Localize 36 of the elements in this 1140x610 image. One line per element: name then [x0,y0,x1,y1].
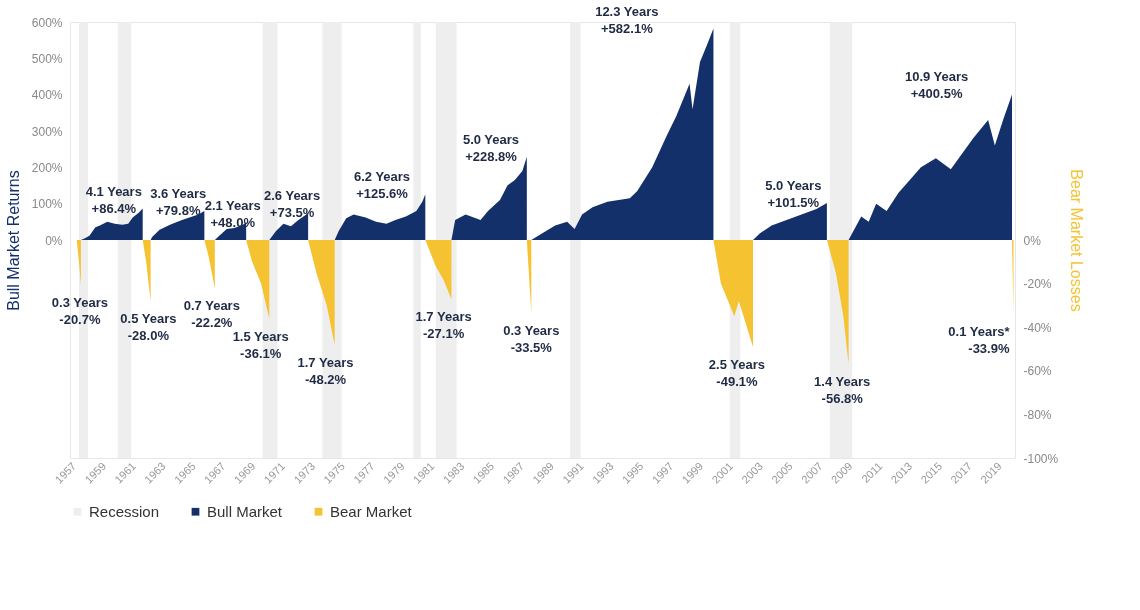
annotation: 0.3 Years -33.5% [503,323,560,356]
y2-axis-title: Bear Market Losses [1068,169,1086,312]
y2-tick-label: -20% [1023,277,1052,292]
y2-tick-label: -80% [1023,407,1052,422]
annotation: 0.5 Years -28.0% [120,311,177,344]
annotation: 5.0 Years +228.8% [462,131,520,164]
annotation: 1.4 Years -56.8% [814,373,871,406]
annotation: 6.2 Years +125.6% [353,169,411,202]
annotation: 10.9 Years +400.5% [904,69,969,102]
y2-tick-label: -60% [1023,364,1052,379]
y2-tick-label: -100% [1023,451,1059,466]
y-axis-title: Bull Market Returns [4,170,22,311]
y-tick-label: 600% [31,15,63,30]
annotation: 0.3 Years -20.7% [51,295,109,328]
annotation: 12.3 Years +582.1% [595,3,659,36]
legend-label: Bear Market [330,502,413,520]
annotation: 2.1 Years +48.0% [204,197,261,230]
annotation: 1.5 Years -36.1% [232,328,289,361]
y-tick-label: 300% [31,124,63,139]
annotation: 4.1 Years +86.4% [85,183,142,216]
annotation: 1.7 Years -48.2% [297,355,354,388]
legend-label: Recession [89,502,160,520]
y-tick-label: 400% [31,88,63,103]
legend-label: Bull Market [207,502,283,520]
annotation: 2.5 Years -49.1% [708,357,766,390]
y-tick-label: 500% [31,51,63,66]
y2-tick-label: -40% [1023,320,1052,335]
y-tick-label: 0% [45,233,63,248]
y2-tick-label: 0% [1023,233,1042,248]
annotation: 5.0 Years +101.5% [765,178,822,211]
y-tick-label: 200% [31,160,63,175]
annotation: 2.6 Years +73.5% [263,188,321,221]
y-tick-label: 100% [31,197,63,212]
annotation: 1.7 Years -27.1% [415,309,472,342]
annotation: 0.1 Years* -33.9% [948,323,1011,356]
annotation: 0.7 Years -22.2% [183,298,240,331]
